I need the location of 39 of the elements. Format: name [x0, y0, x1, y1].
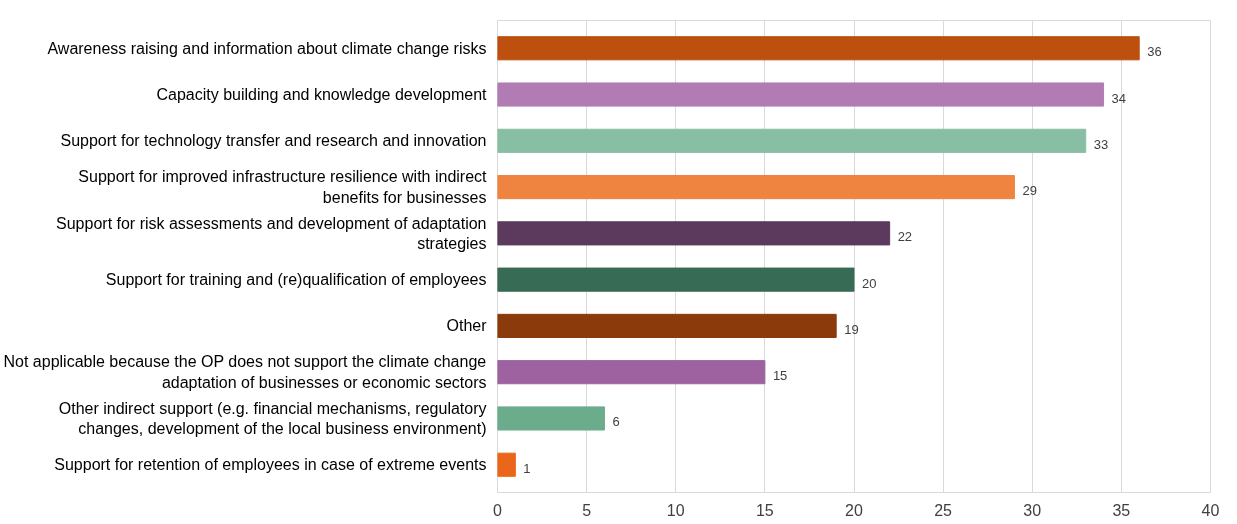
x-tick-label: 0: [493, 501, 503, 519]
y-tick-label: Capacity building and knowledge development: [156, 86, 488, 104]
y-tick-label: Other indirect support (e.g. financial mechanisms, regulatory changes, development of the local business environment): [58, 399, 487, 438]
data-label: 34: [1111, 90, 1127, 106]
data-label: 33: [1093, 136, 1109, 152]
x-tick-label: 5: [582, 501, 592, 519]
bar: [497, 36, 1140, 61]
y-tick-label: Support for technology transfer and research and innovation: [60, 132, 487, 150]
bar: [497, 221, 891, 246]
y-tick-label: Not applicable because the OP does not support the climate change adaptation of businesses or economic sectors: [3, 353, 487, 391]
x-tick-label: 20: [845, 501, 863, 519]
data-label: 22: [897, 229, 913, 245]
bar: [497, 360, 766, 385]
x-tick-label: 40: [1201, 501, 1220, 519]
y-tick-label: Support for risk assessments and development of adaptation strategies: [56, 214, 487, 253]
y-tick-label: Awareness raising and information about climate change risks: [47, 39, 487, 57]
data-label: 36: [1147, 44, 1162, 60]
y-tick-label: Support for retention of employees in case of extreme events: [54, 456, 487, 474]
data-label: 19: [844, 321, 859, 337]
x-tick-label: 10: [666, 501, 685, 519]
y-tick-label: Support for training and (re)qualification of employees: [105, 271, 487, 289]
data-label: 1: [523, 460, 531, 476]
x-tick-label: 15: [755, 501, 774, 519]
data-label: 20: [862, 275, 877, 291]
y-tick-label: Other: [446, 317, 488, 335]
bar: [497, 128, 1087, 153]
bar: [497, 175, 1015, 200]
data-label: 6: [612, 414, 620, 430]
x-tick-label: 30: [1023, 501, 1042, 519]
data-label: 29: [1022, 183, 1037, 199]
y-tick-label: Support for improved infrastructure resilience with indirect benefits for businesses: [78, 168, 488, 206]
x-tick-label: 35: [1112, 501, 1131, 519]
data-label: 15: [772, 368, 788, 384]
bar: [497, 313, 837, 338]
x-tick-label: 25: [934, 501, 953, 519]
bar: [497, 452, 516, 477]
bar: [497, 267, 855, 292]
bar: [497, 406, 605, 431]
bar: [497, 82, 1105, 107]
